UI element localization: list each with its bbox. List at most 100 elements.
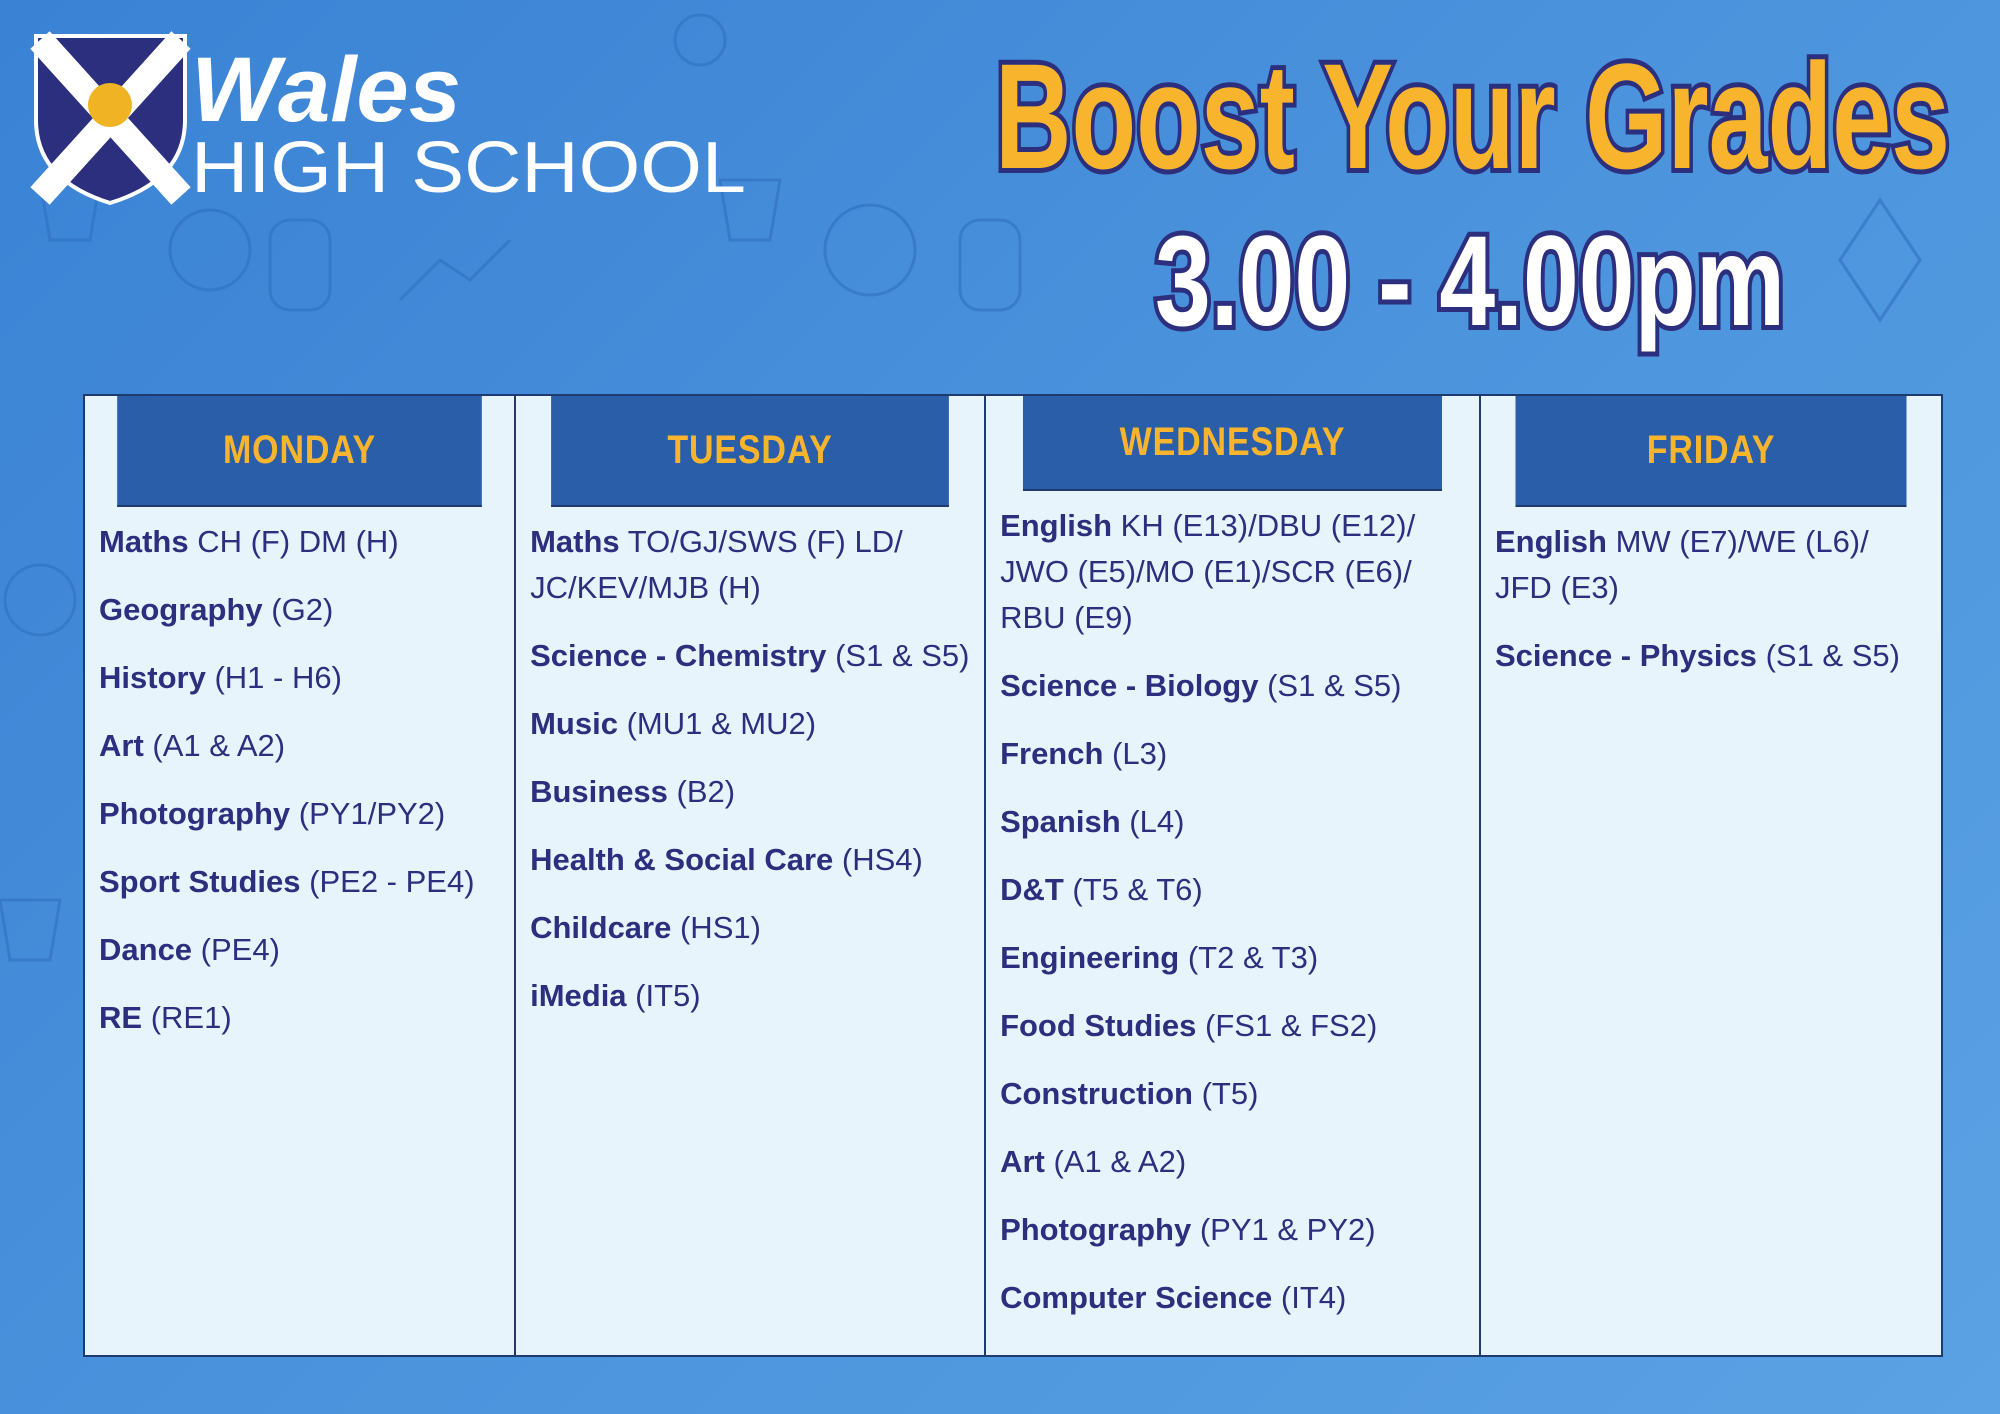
subject: Photography	[1000, 1212, 1192, 1247]
room-detail: (MU1 & MU2)	[626, 706, 817, 741]
session-item: French (L3)	[1000, 731, 1465, 777]
room-detail: (G2)	[271, 592, 334, 627]
session-item: Geography (G2)	[99, 587, 500, 633]
subject: Engineering	[1000, 940, 1180, 975]
session-item: Science - Physics (S1 & S5)	[1495, 633, 1927, 679]
logo-subtitle: HIGH SCHOOL	[191, 128, 746, 208]
session-item: Food Studies (FS1 & FS2)	[1000, 1003, 1465, 1049]
session-item: English KH (E13)/DBU (E12)/ JWO (E5)/MO …	[1000, 503, 1465, 641]
session-list: Maths TO/GJ/SWS (F) LD/ JC/KEV/MJB (H) Sc…	[516, 507, 984, 1053]
room-detail: (PE4)	[200, 932, 280, 967]
shield-emblem	[88, 83, 132, 127]
room-detail: (FS1 & FS2)	[1205, 1008, 1378, 1043]
subject: D&T	[1000, 872, 1064, 907]
subject: RE	[99, 1000, 143, 1035]
session-item: Engineering (T2 & T3)	[1000, 935, 1465, 981]
room-detail: (HS1)	[679, 910, 761, 945]
room-detail: (T5)	[1201, 1076, 1259, 1111]
subject: Art	[99, 728, 144, 763]
room-detail: (A1 & A2)	[152, 728, 286, 763]
subject: Music	[530, 706, 618, 741]
room-detail: (IT4)	[1280, 1280, 1347, 1315]
subject: Childcare	[530, 910, 672, 945]
subject: Construction	[1000, 1076, 1193, 1111]
subject: Maths	[530, 524, 620, 559]
subject: French	[1000, 736, 1104, 771]
day-column: WEDNESDAY English KH (E13)/DBU (E12)/ JWO…	[986, 396, 1481, 1355]
subject: History	[99, 660, 206, 695]
session-item: Sport Studies (PE2 - PE4)	[99, 859, 500, 905]
room-detail: (L3)	[1112, 736, 1168, 771]
day-header: WEDNESDAY	[1023, 396, 1443, 491]
subject: Art	[1000, 1144, 1045, 1179]
subject: Geography	[99, 592, 263, 627]
session-item: Dance (PE4)	[99, 927, 500, 973]
room-detail: (B2)	[676, 774, 736, 809]
session-time: 3.00 - 4.00pm	[1155, 210, 1785, 353]
session-item: Photography (PY1/PY2)	[99, 791, 500, 837]
room-detail: (HS4)	[841, 842, 923, 877]
room-detail: (A1 & A2)	[1053, 1144, 1187, 1179]
session-item: Business (B2)	[530, 769, 970, 815]
session-item: Music (MU1 & MU2)	[530, 701, 970, 747]
session-item: Science - Biology (S1 & S5)	[1000, 663, 1465, 709]
session-item: RE (RE1)	[99, 995, 500, 1041]
header: Wales HIGH SCHOOL Boost Your Grades 3.00…	[30, 27, 1955, 358]
session-item: Construction (T5)	[1000, 1071, 1465, 1117]
session-list: Maths CH (F) DM (H) Geography (G2) History…	[85, 507, 514, 1075]
session-item: iMedia (IT5)	[530, 973, 970, 1019]
session-item: Art (A1 & A2)	[1000, 1139, 1465, 1185]
room-detail: (H1 - H6)	[214, 660, 342, 695]
subject: Photography	[99, 796, 291, 831]
day-header: TUESDAY	[551, 396, 949, 507]
room-detail: KH (E13)/DBU (E12)/ JWO (E5)/MO (E1)/SCR…	[1000, 508, 1416, 635]
room-detail: (T5 & T6)	[1072, 872, 1203, 907]
room-detail: (S1 & S5)	[1765, 638, 1900, 673]
day-header: FRIDAY	[1515, 396, 1907, 507]
room-detail: (T2 & T3)	[1187, 940, 1319, 975]
room-detail: (IT5)	[635, 978, 701, 1013]
room-detail: MW (E7)/WE (L6)/ JFD (E3)	[1495, 524, 1869, 605]
session-item: Health & Social Care (HS4)	[530, 837, 970, 883]
subject: Food Studies	[1000, 1008, 1197, 1043]
subject: iMedia	[530, 978, 627, 1013]
day-column: MONDAY Maths CH (F) DM (H) Geography (G2) H…	[85, 396, 517, 1355]
session-list: English MW (E7)/WE (L6)/ JFD (E3) Science…	[1481, 507, 1941, 713]
subject: Sport Studies	[99, 864, 301, 899]
subject: Science - Biology	[1000, 668, 1259, 703]
subject: Science - Physics	[1495, 638, 1757, 673]
day-header: MONDAY	[117, 396, 482, 507]
room-detail: (RE1)	[150, 1000, 232, 1035]
subject: Business	[530, 774, 668, 809]
subject: Science - Chemistry	[530, 638, 827, 673]
title: Boost Your Grades	[995, 32, 1950, 200]
subject: English	[1495, 524, 1607, 559]
logo-name: Wales	[191, 39, 461, 141]
session-item: Childcare (HS1)	[530, 905, 970, 951]
room-detail: (PE2 - PE4)	[309, 864, 475, 899]
session-item: Maths CH (F) DM (H)	[99, 519, 500, 565]
room-detail: (L4)	[1129, 804, 1185, 839]
session-item: English MW (E7)/WE (L6)/ JFD (E3)	[1495, 519, 1927, 611]
room-detail: (S1 & S5)	[835, 638, 970, 673]
subject: English	[1000, 508, 1113, 543]
session-item: Art (A1 & A2)	[99, 723, 500, 769]
session-item: Science - Chemistry (S1 & S5)	[530, 633, 970, 679]
day-column: TUESDAY Maths TO/GJ/SWS (F) LD/ JC/KEV/MJ…	[516, 396, 987, 1355]
room-detail: (PY1/PY2)	[298, 796, 446, 831]
day-column: FRIDAY English MW (E7)/WE (L6)/ JFD (E3) S…	[1481, 396, 1941, 1355]
session-item: Maths TO/GJ/SWS (F) LD/ JC/KEV/MJB (H)	[530, 519, 970, 611]
session-list: English KH (E13)/DBU (E12)/ JWO (E5)/MO …	[986, 491, 1479, 1355]
room-detail: (PY1 & PY2)	[1199, 1212, 1376, 1247]
room-detail: TO/GJ/SWS (F) LD/ JC/KEV/MJB (H)	[530, 524, 903, 605]
session-item: Photography (PY1 & PY2)	[1000, 1207, 1465, 1253]
subject: Dance	[99, 932, 193, 967]
session-item: History (H1 - H6)	[99, 655, 500, 701]
subject: Health & Social Care	[530, 842, 834, 877]
session-item: Spanish (L4)	[1000, 799, 1465, 845]
timetable: MONDAY Maths CH (F) DM (H) Geography (G2) H…	[83, 394, 1943, 1357]
subject: Computer Science	[1000, 1280, 1273, 1315]
session-item: D&T (T5 & T6)	[1000, 867, 1465, 913]
room-detail: CH (F) DM (H)	[197, 524, 399, 559]
